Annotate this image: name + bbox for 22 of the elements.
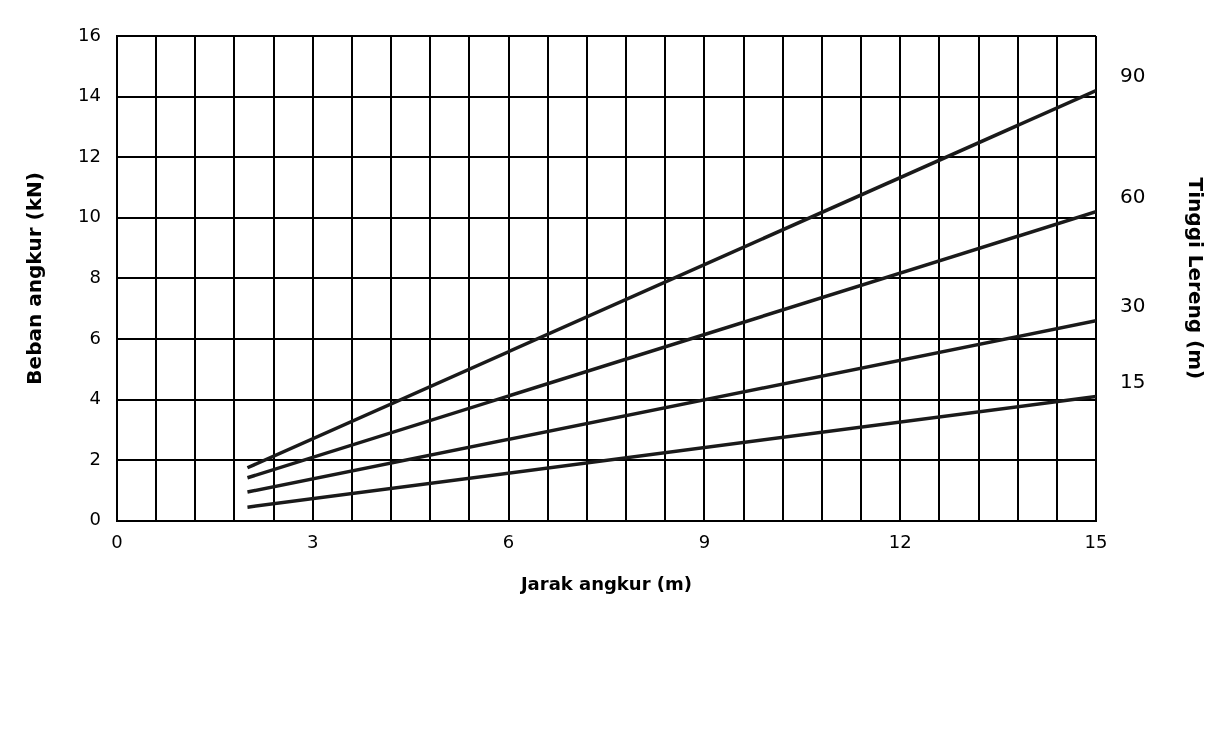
- y-tick-label: 0: [89, 508, 101, 530]
- series-label: 60: [1120, 183, 1146, 208]
- x-tick-label: 6: [502, 531, 515, 553]
- y-tick-label: 12: [78, 144, 101, 166]
- x-tick-label: 12: [888, 531, 912, 553]
- x-tick-label: 9: [698, 531, 711, 553]
- series-label: 90: [1120, 62, 1146, 87]
- y-tick-label: 14: [78, 84, 101, 106]
- x-tick-label: 3: [307, 531, 319, 553]
- y-tick-label: 16: [78, 23, 101, 45]
- series-label: 30: [1120, 293, 1146, 318]
- y-tick-label: 4: [89, 387, 101, 409]
- y-tick-label: 6: [89, 326, 101, 348]
- x-axis-title: Jarak angkur (m): [518, 572, 692, 594]
- series-label: 15: [1120, 368, 1146, 393]
- y-tick-label: 8: [89, 266, 101, 288]
- y-tick-label: 2: [89, 447, 101, 469]
- y-tick-label: 10: [78, 205, 101, 227]
- x-tick-label: 0: [111, 531, 123, 553]
- x-tick-label: 15: [1084, 531, 1108, 553]
- y2-axis-title: Tinggi Lereng (m): [1183, 177, 1208, 380]
- y-axis-title: Beban angkur (kN): [22, 172, 47, 385]
